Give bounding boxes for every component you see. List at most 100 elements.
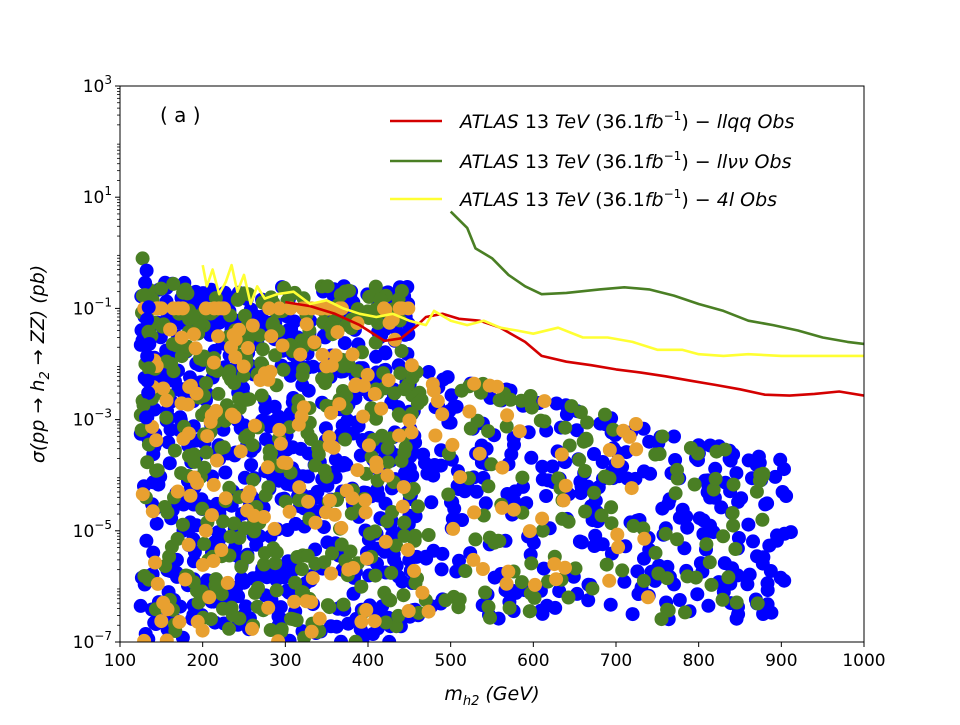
- scatter-point: [668, 486, 683, 501]
- scatter-point: [404, 358, 419, 373]
- scatter-point: [424, 495, 439, 510]
- scatter-point: [449, 399, 464, 414]
- scatter-point: [234, 571, 249, 586]
- scatter-point: [726, 518, 741, 533]
- scatter-point: [377, 301, 391, 316]
- scatter-point: [145, 504, 160, 519]
- scatter-point: [334, 634, 348, 642]
- scatter-point: [262, 301, 277, 316]
- scatter-point: [397, 528, 412, 543]
- scatter-point: [371, 488, 386, 503]
- legend-entry-4l: ATLAS 13 TeV (36.1fb−1) − 4l Obs: [390, 187, 777, 211]
- scatter-point: [290, 550, 305, 564]
- scatter-point: [254, 388, 269, 403]
- scatter-point: [269, 545, 284, 560]
- scatter-point: [245, 318, 260, 333]
- scatter-point: [174, 330, 189, 345]
- scatter-point: [475, 562, 490, 576]
- scatter-point: [181, 537, 196, 552]
- scatter-point: [218, 465, 233, 480]
- scatter-point: [252, 328, 267, 343]
- limit-line: [285, 300, 864, 397]
- scatter-point: [564, 399, 579, 414]
- scatter-point: [416, 447, 431, 462]
- scatter-point: [327, 507, 342, 522]
- scatter-point: [284, 611, 298, 626]
- scatter-point: [211, 386, 226, 401]
- y-axis-label: σ(pp → h2 → ZZ) (pb): [27, 265, 53, 463]
- scatter-point: [204, 508, 219, 523]
- scatter-point: [140, 349, 155, 364]
- scatter-point: [267, 521, 282, 536]
- scatter-point: [362, 289, 377, 304]
- scatter-point: [296, 400, 311, 415]
- scatter-point: [434, 562, 449, 577]
- scatter-point: [481, 479, 496, 494]
- y-axis-label-pre: σ(pp → h: [27, 380, 49, 464]
- scatter-point: [312, 611, 327, 626]
- scatter-point: [452, 592, 467, 607]
- scatter-point: [323, 619, 338, 634]
- scatter-point: [166, 276, 181, 291]
- scatter-point: [299, 594, 314, 609]
- scatter-point: [626, 518, 641, 533]
- scatter-point: [706, 482, 721, 497]
- scatter-point: [195, 557, 210, 572]
- scatter-point: [149, 433, 164, 448]
- scatter-point: [239, 392, 254, 407]
- scatter-point: [141, 324, 156, 339]
- scatter-point: [556, 493, 571, 508]
- scatter-point: [308, 515, 323, 530]
- scatter-point: [481, 424, 496, 439]
- scatter-point: [150, 576, 165, 591]
- scatter-point: [207, 301, 222, 316]
- scatter-point: [315, 347, 330, 362]
- scatter-point: [139, 533, 154, 548]
- scatter-point: [514, 575, 529, 590]
- limit-lines: [201, 210, 864, 397]
- scatter-point: [396, 588, 411, 603]
- scatter-point: [410, 396, 425, 411]
- scatter-point: [749, 484, 764, 499]
- scatter-point: [381, 373, 396, 388]
- scatter-point: [361, 438, 376, 453]
- scatter-point: [652, 447, 667, 461]
- scatter-point: [702, 555, 717, 570]
- scatter-point: [190, 614, 205, 629]
- scatter-point: [625, 607, 640, 622]
- scatter-point: [137, 569, 152, 583]
- scatter-point: [701, 598, 716, 613]
- scatter-point: [502, 600, 517, 615]
- scatter-point: [610, 454, 625, 469]
- scatter-point: [186, 327, 201, 342]
- scatter-point: [374, 401, 389, 416]
- scatter-point: [683, 441, 698, 455]
- scatter-point: [687, 477, 702, 492]
- scatter-point: [363, 526, 377, 541]
- scatter-point: [178, 572, 193, 587]
- scatter-point: [272, 422, 287, 437]
- scatter-point: [336, 597, 351, 612]
- legend-label: ATLAS 13 TeV (36.1fb−1) − 4l Obs: [458, 187, 777, 211]
- scatter-point: [469, 484, 484, 499]
- scatter-point: [245, 621, 259, 636]
- scatter-point: [378, 534, 393, 549]
- scatter-point: [558, 420, 573, 435]
- scatter-point: [345, 347, 360, 362]
- scatter-point: [411, 499, 425, 514]
- scatter-point: [515, 470, 530, 485]
- scatter-point: [135, 251, 150, 266]
- x-tick-label: 200: [186, 651, 218, 671]
- scatter-point: [359, 603, 374, 617]
- scatter-point: [240, 503, 255, 518]
- scatter-point: [508, 484, 523, 499]
- scatter-point: [322, 493, 337, 508]
- scatter-point: [478, 585, 493, 600]
- scatter-point: [688, 570, 703, 585]
- scatter-point: [191, 595, 206, 610]
- plot-frame: [119, 85, 865, 643]
- scatter-point: [341, 562, 356, 577]
- scatter-point: [484, 457, 499, 472]
- scatter-point: [160, 602, 175, 617]
- scatter-point: [326, 440, 341, 455]
